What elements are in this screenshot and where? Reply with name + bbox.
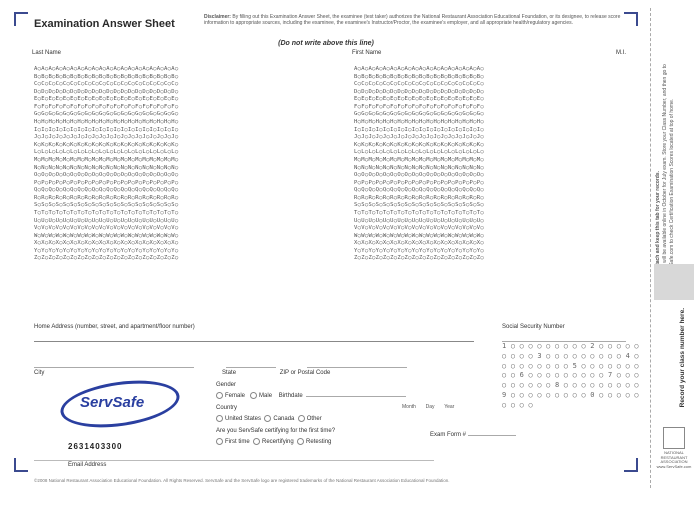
corner-mark: [14, 12, 28, 26]
recert-label: Recertifying: [262, 439, 294, 445]
disclaimer: Disclaimer: By filling out this Examinat…: [204, 14, 624, 26]
zip-label: ZIP or Postal Code: [280, 370, 331, 376]
female-label: Female: [225, 393, 245, 399]
email-field[interactable]: [34, 460, 434, 461]
birthdate-label: Birthdate: [279, 393, 303, 399]
instruction-line: (Do not write above this line): [6, 40, 646, 47]
month-label: Month: [402, 404, 416, 410]
nra-logo-icon: [663, 427, 685, 449]
recert-bubble[interactable]: [253, 438, 260, 445]
firsttime-label: First time: [225, 439, 250, 445]
form-code: 2631403300: [68, 442, 123, 451]
examform-field[interactable]: [468, 435, 516, 436]
firsttime-bubble[interactable]: [216, 438, 223, 445]
ssn-field[interactable]: [502, 330, 626, 342]
examform-label: Exam Form #: [430, 432, 466, 438]
last-name-label: Last Name: [32, 50, 61, 56]
country-label: Country: [216, 405, 237, 411]
us-bubble[interactable]: [216, 415, 223, 422]
female-bubble[interactable]: [216, 392, 223, 399]
servsafe-logo: ServSafe: [60, 382, 180, 432]
year-label: Year: [444, 404, 454, 410]
brand-label: NATIONAL RESTAURANT ASSOCIATION: [660, 450, 687, 465]
ssn-bubble-grid[interactable]: 1 ○ ○ ○ ○ ○ ○ ○ ○ ○ 2 ○ ○ ○ ○ ○ ○ ○ ○ ○ …: [502, 342, 646, 411]
other-label: Other: [307, 416, 322, 422]
email-label: Email Address: [68, 462, 106, 468]
male-bubble[interactable]: [250, 392, 257, 399]
retest-label: Retesting: [306, 439, 331, 445]
canada-label: Canada: [273, 416, 294, 422]
first-name-label: First Name: [352, 50, 381, 56]
footer-copyright: ©2008 National Restaurant Association Ed…: [34, 478, 594, 483]
mi-label: M.I.: [616, 50, 626, 56]
state-field[interactable]: [226, 367, 276, 368]
lastname-bubble-grid[interactable]: A○A○A○A○A○A○A○A○A○A○A○A○A○A○A○A○A○A○A○A○…: [34, 66, 346, 263]
day-label: Day: [426, 404, 435, 410]
cert-question: Are you ServSafe certifying for the firs…: [216, 428, 335, 434]
birthdate-field[interactable]: [306, 396, 406, 397]
state-label: State: [222, 370, 236, 376]
us-label: United States: [225, 416, 261, 422]
class-number-box[interactable]: [654, 264, 694, 300]
zip-field[interactable]: [307, 367, 407, 368]
corner-mark: [624, 458, 638, 472]
form-title: Examination Answer Sheet: [34, 18, 175, 30]
city-label: City: [34, 370, 44, 376]
gender-label: Gender: [216, 382, 236, 388]
male-label: Male: [259, 393, 272, 399]
canada-bubble[interactable]: [264, 415, 271, 422]
other-bubble[interactable]: [298, 415, 305, 422]
city-field[interactable]: [34, 367, 194, 368]
brand-url: www.ServSafe.com: [657, 464, 692, 469]
record-label: Record your class number here.: [679, 308, 686, 407]
retest-bubble[interactable]: [297, 438, 304, 445]
address-field[interactable]: [34, 330, 474, 342]
corner-mark: [14, 458, 28, 472]
firstname-bubble-grid[interactable]: A○A○A○A○A○A○A○A○A○A○A○A○A○A○A○A○A○A○ B○B…: [354, 66, 636, 263]
sidebar-info: Your score will be available online in O…: [662, 64, 675, 288]
tear-off-tab: Please detach and keep this tab for your…: [650, 8, 696, 488]
